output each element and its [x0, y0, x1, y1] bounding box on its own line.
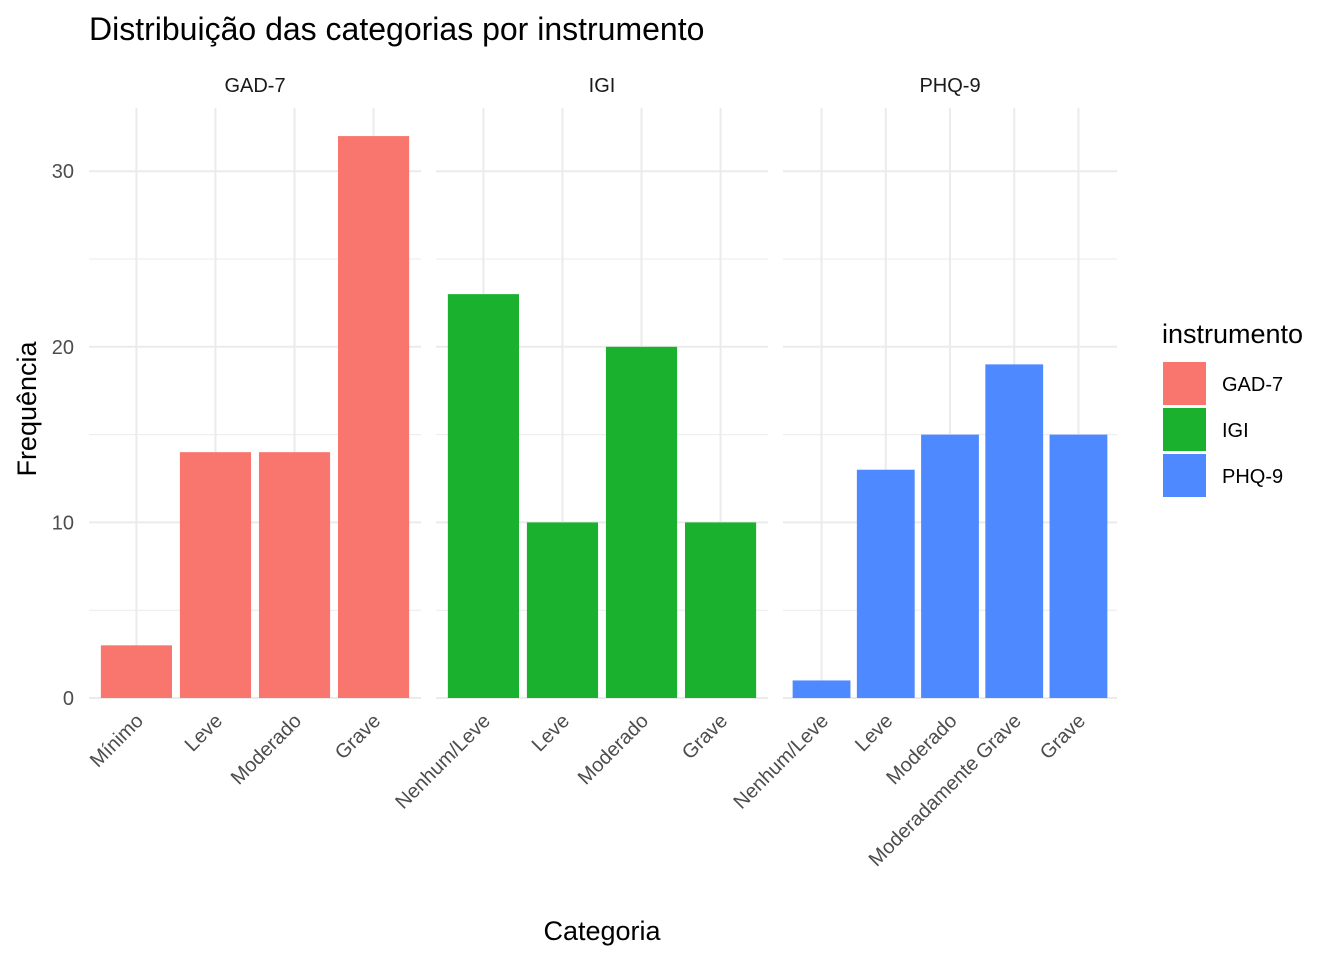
- legend-key: [1163, 408, 1206, 451]
- bar: [179, 452, 252, 698]
- legend-label: PHQ-9: [1222, 466, 1283, 488]
- x-tick-label: Leve: [851, 710, 897, 756]
- x-tick-label: Nenhum/Leve: [391, 710, 495, 814]
- x-tick-label: Grave: [678, 710, 732, 764]
- legend: instrumento GAD-7 IGI PHQ-9: [1162, 319, 1303, 497]
- x-tick-label: Nenhum/Leve: [729, 710, 833, 814]
- y-tick-label: 30: [52, 161, 74, 183]
- bar: [1049, 434, 1108, 698]
- x-tick-label: Mínimo: [86, 710, 148, 772]
- bar: [985, 364, 1044, 698]
- bar: [685, 522, 757, 698]
- x-tick-label: Leve: [181, 710, 227, 756]
- x-tick-label: Moderado: [574, 710, 653, 789]
- x-tick-label: Grave: [331, 710, 385, 764]
- facet-panel: GAD-7 Mínimo Leve Moderado Grave: [86, 75, 421, 789]
- x-tick-label: Moderado: [227, 710, 306, 789]
- bar: [447, 294, 519, 698]
- legend-key: [1163, 454, 1206, 497]
- bar: [100, 645, 172, 698]
- legend-title: instrumento: [1162, 319, 1303, 349]
- legend-label: IGI: [1222, 420, 1249, 442]
- y-tick-label: 0: [63, 688, 74, 710]
- bar: [526, 522, 599, 698]
- bar: [338, 136, 410, 699]
- y-axis: 0 10 20 30: [52, 161, 74, 710]
- bar: [258, 452, 331, 698]
- y-tick-label: 20: [52, 337, 74, 359]
- x-tick-label: Grave: [1036, 710, 1090, 764]
- x-tick-label: Leve: [528, 710, 574, 756]
- legend-label: GAD-7: [1222, 374, 1283, 396]
- facet-strip-label: IGI: [589, 75, 616, 97]
- x-axis-label: Categoria: [543, 916, 661, 946]
- bar: [856, 469, 915, 698]
- y-axis-label: Frequência: [12, 340, 42, 476]
- bar: [792, 680, 851, 698]
- chart-title: Distribuição das categorias por instrume…: [89, 11, 704, 47]
- y-tick-label: 10: [52, 512, 74, 534]
- facet-panel: IGI Nenhum/Leve Leve Moderado Grave: [391, 75, 768, 814]
- bar: [605, 346, 678, 698]
- facet-strip-label: PHQ-9: [919, 75, 980, 97]
- bar: [921, 434, 979, 698]
- legend-key: [1163, 362, 1206, 405]
- facet-strip-label: GAD-7: [224, 75, 285, 97]
